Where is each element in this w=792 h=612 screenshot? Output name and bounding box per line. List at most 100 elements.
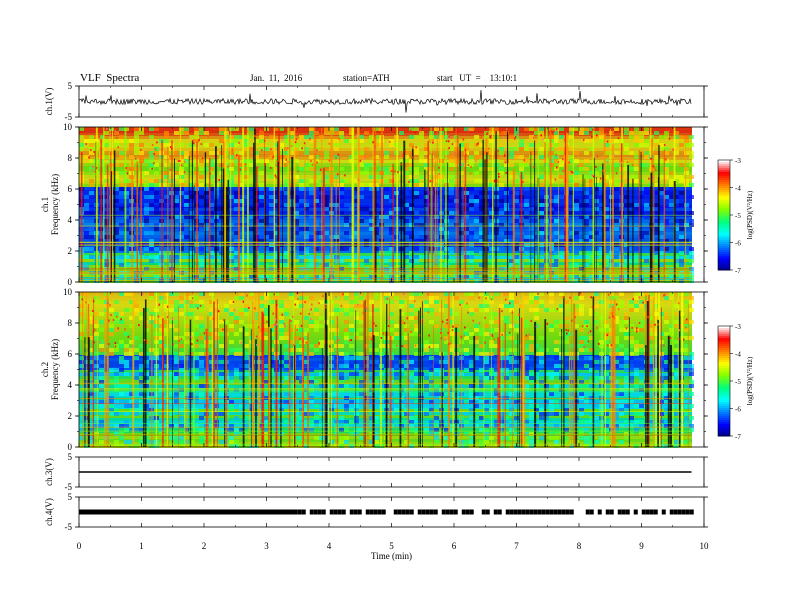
freq-band	[79, 364, 692, 367]
psd-cell	[539, 147, 544, 151]
psd-cell	[309, 352, 314, 356]
psd-fleck	[463, 334, 465, 337]
psd-cell	[179, 336, 184, 340]
psd-cell	[639, 348, 644, 352]
psd-fleck	[432, 141, 434, 144]
psd-cell	[539, 231, 544, 235]
psd-cell	[304, 179, 309, 183]
psd-cell	[269, 324, 274, 328]
psd-cell	[84, 279, 89, 283]
psd-fleck	[487, 147, 490, 150]
psd-cell	[404, 219, 409, 223]
psd-cell	[509, 360, 514, 364]
psd-cell	[144, 195, 149, 199]
psd-cell	[304, 183, 309, 187]
psd-cell	[524, 420, 529, 424]
psd-cell	[449, 420, 454, 424]
psd-cell	[444, 404, 449, 408]
psd-cell	[244, 424, 249, 428]
psd-cell	[534, 300, 539, 304]
psd-cell	[599, 275, 604, 279]
psd-cell	[174, 432, 179, 436]
psd-cell	[249, 135, 254, 139]
psd-cell	[614, 219, 619, 223]
psd-cell	[229, 143, 234, 147]
psd-cell	[524, 344, 529, 348]
psd-cell	[354, 304, 359, 308]
psd-cell	[154, 151, 159, 155]
psd-fleck	[427, 293, 429, 296]
psd-cell	[589, 175, 594, 179]
psd-fleck	[438, 166, 440, 169]
psd-cell	[584, 364, 589, 368]
psd-cell	[129, 300, 134, 304]
psd-cell	[409, 143, 414, 147]
psd-fleck	[256, 344, 258, 347]
psd-cell	[139, 372, 144, 376]
psd-cell	[404, 336, 409, 340]
psd-cell	[324, 251, 329, 255]
psd-cell	[369, 416, 374, 420]
psd-cell	[289, 292, 294, 296]
psd-cell	[94, 404, 99, 408]
psd-cell	[639, 304, 644, 308]
psd-cell	[544, 308, 549, 312]
psd-cell	[84, 139, 89, 143]
psd-cell	[159, 328, 164, 332]
psd-fleck	[591, 135, 593, 138]
psd-cell	[99, 400, 104, 404]
psd-cell	[94, 432, 99, 436]
psd-cell	[394, 324, 399, 328]
psd-cell	[614, 408, 619, 412]
psd-cell	[349, 420, 354, 424]
psd-cell	[164, 304, 169, 308]
psd-cell	[584, 336, 589, 340]
psd-cell	[414, 324, 419, 328]
psd-fleck	[274, 174, 277, 177]
psd-cell	[414, 191, 419, 195]
psd-cell	[539, 292, 544, 296]
psd-cell	[259, 235, 264, 239]
psd-cell	[629, 308, 634, 312]
psd-cell	[174, 424, 179, 428]
psd-cell	[209, 251, 214, 255]
psd-cell	[229, 279, 234, 283]
psd-cell	[664, 420, 669, 424]
psd-cell	[239, 223, 244, 227]
psd-cell	[469, 396, 474, 400]
psd-cell	[569, 127, 574, 131]
psd-cell	[559, 255, 564, 259]
psd-cell	[349, 336, 354, 340]
psd-cell	[189, 263, 194, 267]
psd-cell	[569, 135, 574, 139]
psd-cell	[284, 259, 289, 263]
psd-cell	[479, 308, 484, 312]
psd-cell	[209, 380, 214, 384]
psd-cell	[494, 372, 499, 376]
psd-cell	[654, 231, 659, 235]
psd-cell	[174, 195, 179, 199]
psd-cell	[509, 259, 514, 263]
psd-cell	[434, 215, 439, 219]
psd-cell	[689, 384, 694, 388]
psd-cell	[279, 211, 284, 215]
psd-cell	[414, 255, 419, 259]
psd-fleck	[232, 300, 235, 303]
psd-cell	[514, 340, 519, 344]
psd-cell	[454, 163, 459, 167]
psd-cell	[199, 219, 204, 223]
psd-fleck	[550, 130, 553, 133]
psd-cell	[104, 300, 109, 304]
psd-cell	[429, 404, 434, 408]
psd-fleck	[557, 161, 560, 164]
psd-cell	[449, 428, 454, 432]
psd-cell	[359, 195, 364, 199]
psd-cell	[244, 332, 249, 336]
psd-fleck	[402, 293, 405, 296]
psd-cell	[404, 231, 409, 235]
psd-cell	[179, 444, 184, 448]
psd-cell	[324, 279, 329, 283]
psd-cell	[514, 436, 519, 440]
psd-cell	[234, 207, 239, 211]
psd-cell	[199, 163, 204, 167]
